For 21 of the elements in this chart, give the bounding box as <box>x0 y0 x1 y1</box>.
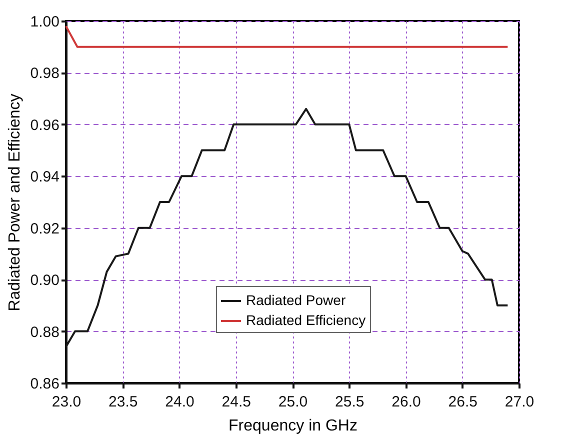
y-tick-label: 0.86 <box>30 376 60 392</box>
x-tick-label: 25.0 <box>278 394 308 410</box>
legend-label: Radiated Power <box>246 292 346 308</box>
y-tick-label: 0.92 <box>30 220 60 238</box>
x-tick-label: 26.5 <box>448 394 478 410</box>
x-tick-label: 26.0 <box>392 394 421 410</box>
y-tick-label: 0.90 <box>30 272 60 290</box>
x-tick-label: 27.0 <box>504 394 534 410</box>
x-tick-label: 25.5 <box>335 394 364 410</box>
y-tick-label: 0.88 <box>30 324 60 341</box>
x-tick-label: 24.5 <box>222 394 251 410</box>
y-axis-title: Radiated Power and Efficiency <box>6 94 24 312</box>
x-tick-label: 24.0 <box>165 394 194 410</box>
legend-label: Radiated Efficiency <box>246 312 366 328</box>
x-axis-title: Frequency in GHz <box>228 418 358 434</box>
y-tick-label: 0.98 <box>30 65 60 82</box>
x-tick-label: 23.5 <box>108 394 138 410</box>
y-tick-label: 1.00 <box>30 14 60 30</box>
y-tick-label: 0.94 <box>30 168 60 186</box>
y-tick-label: 0.96 <box>30 116 60 134</box>
x-tick-label: 23.0 <box>52 394 82 410</box>
